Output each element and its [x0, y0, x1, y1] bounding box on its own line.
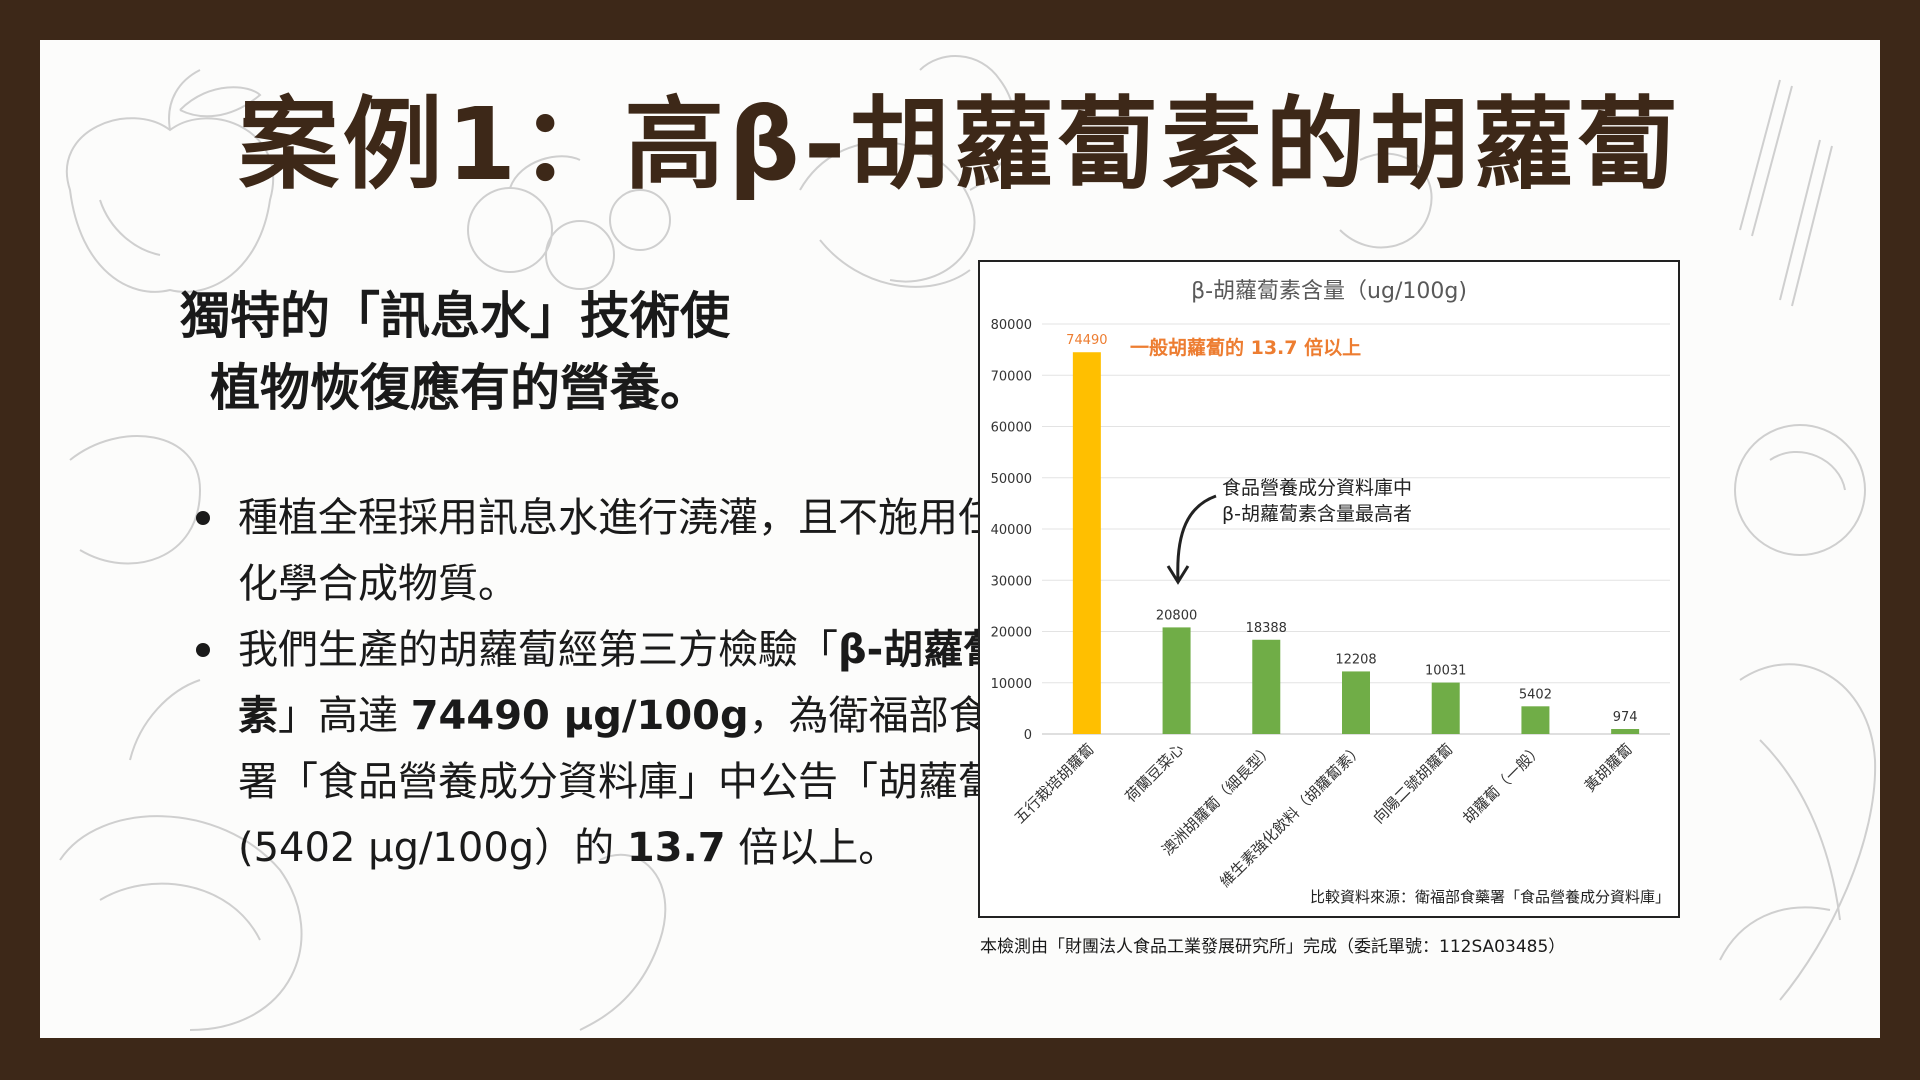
y-tick-label: 30000	[991, 574, 1032, 589]
data-label: 12208	[1335, 652, 1376, 667]
bullet-2-text-4: 倍以上。	[725, 825, 899, 871]
bullet-2-text-3: ，為衛福部食藥署「食品營養成分資料庫」中公告「胡蘿蔔」(5402 µg/100g…	[238, 693, 1038, 871]
data-label: 20800	[1156, 608, 1197, 623]
x-tick-label: 胡蘿蔔（一般）	[1459, 740, 1546, 827]
subtitle-line-2: 植物恢復應有的營養。	[210, 359, 710, 417]
y-tick-label: 0	[1024, 728, 1032, 743]
annotation-arrowhead	[1166, 565, 1190, 585]
bullet-item-2: 我們生產的胡蘿蔔經第三方檢驗「β-胡蘿蔔素」高達 74490 µg/100g，為…	[196, 617, 1058, 881]
annotation-mid-line-2: β-胡蘿蔔素含量最高者	[1222, 503, 1412, 525]
bar	[1342, 671, 1370, 734]
bullet-2-bold-2: 74490 µg/100g	[410, 693, 749, 739]
chart-title: β-胡蘿蔔素含量（ug/100g)	[1191, 279, 1467, 304]
data-label: 5402	[1519, 687, 1552, 702]
bar-chart: β-胡蘿蔔素含量（ug/100g) 0 10000 20000 30000 40000 5…	[991, 279, 1670, 906]
x-tick-label: 黃胡蘿蔔	[1581, 740, 1636, 795]
bullet-list: 種植全程採用訊息水進行澆灌，且不施用任何化學合成物質。 我們生產的胡蘿蔔經第三方…	[160, 485, 1058, 881]
data-label: 10031	[1425, 664, 1466, 679]
y-tick-label: 20000	[991, 626, 1032, 641]
data-label: 18388	[1246, 621, 1287, 636]
y-tick-label: 10000	[991, 677, 1032, 692]
subtitle-line-1: 獨特的「訊息水」技術使	[180, 287, 730, 345]
x-tick-label: 向陽二號胡蘿蔔	[1370, 740, 1457, 827]
x-tick-label: 荷蘭豆菜心	[1122, 740, 1188, 806]
x-tick-label: 維生素強化飲料（胡蘿蔔素）	[1216, 740, 1367, 891]
data-label: 74490	[1066, 333, 1107, 348]
bar	[1521, 706, 1550, 734]
data-label: 974	[1613, 710, 1638, 725]
y-tick-label: 50000	[991, 472, 1032, 487]
x-tick-label: 五行栽培胡蘿蔔	[1011, 740, 1098, 827]
y-tick-label: 80000	[991, 318, 1032, 333]
chart-source: 比較資料來源：衛福部食藥署「食品營養成分資料庫」	[1310, 888, 1670, 906]
y-tick-label: 60000	[991, 421, 1032, 436]
page-title: 案例1：高β-胡蘿蔔素的胡蘿蔔	[238, 86, 1682, 203]
footnote: 本檢測由「財團法人食品工業發展研究所」完成（委託單號：112SA03485）	[980, 937, 1566, 957]
bar	[1611, 729, 1640, 734]
vegetable-sketch-background	[59, 55, 1877, 1031]
chart-frame: β-胡蘿蔔素含量（ug/100g) 0 10000 20000 30000 40000 5…	[978, 260, 1680, 918]
bar	[1431, 682, 1460, 734]
slide: 案例1：高β-胡蘿蔔素的胡蘿蔔 獨特的「訊息水」技術使 植物恢復應有的營養。 種…	[40, 40, 1880, 1038]
bullet-2-text-2: 」高達	[278, 693, 411, 739]
annotation-mid-line-1: 食品營養成分資料庫中	[1222, 477, 1412, 499]
y-tick-label: 40000	[991, 523, 1032, 538]
bullet-2-bold-3: 13.7	[626, 825, 726, 871]
bullet-item-1: 種植全程採用訊息水進行澆灌，且不施用任何化學合成物質。	[196, 485, 1058, 617]
annotation-top: 一般胡蘿蔔的 13.7 倍以上	[1130, 336, 1361, 359]
bullet-1-text: 種植全程採用訊息水進行澆灌，且不施用任何化學合成物質。	[238, 495, 1038, 607]
bar	[1072, 352, 1101, 734]
bullet-2-text-1: 我們生產的胡蘿蔔經第三方檢驗「	[238, 627, 838, 673]
annotation-arrow	[1176, 494, 1217, 581]
bullet-2-bold-1: β-胡蘿蔔素	[238, 627, 1004, 739]
subtitle: 獨特的「訊息水」技術使 植物恢復應有的營養。	[180, 280, 940, 424]
bar	[1252, 639, 1281, 734]
y-tick-label: 70000	[991, 369, 1032, 384]
bar	[1162, 627, 1191, 734]
